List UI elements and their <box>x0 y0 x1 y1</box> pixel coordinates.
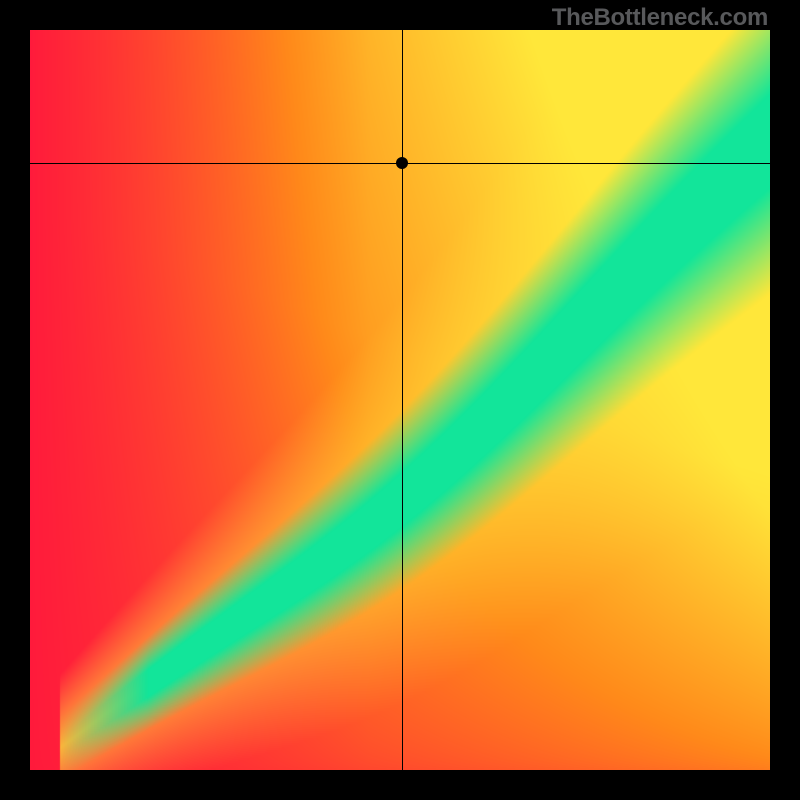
bottleneck-heatmap <box>30 30 770 770</box>
crosshair-vertical <box>402 30 403 770</box>
watermark-text: TheBottleneck.com <box>552 4 768 32</box>
intersection-marker <box>396 157 408 169</box>
root: TheBottleneck.com <box>0 0 800 800</box>
heatmap-canvas <box>30 30 770 770</box>
